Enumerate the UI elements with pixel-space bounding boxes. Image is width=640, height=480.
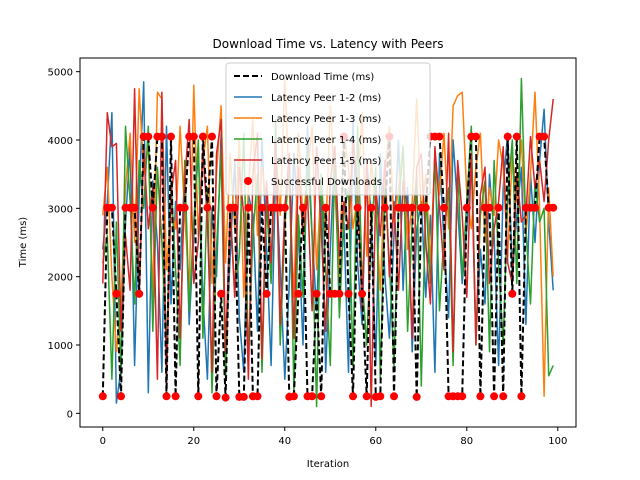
- y-tick-label: 3000: [48, 204, 73, 215]
- successful-download-point: [144, 132, 153, 141]
- successful-download-point: [167, 132, 175, 141]
- successful-download-point: [376, 392, 385, 401]
- successful-download-point: [517, 392, 526, 401]
- successful-download-point: [180, 203, 189, 212]
- successful-download-point: [471, 132, 480, 141]
- successful-download-point: [512, 132, 521, 141]
- successful-download-point: [485, 203, 494, 212]
- y-tick-label: 1000: [48, 341, 73, 352]
- successful-download-point: [280, 203, 289, 212]
- successful-download-point: [367, 203, 376, 212]
- successful-download-point: [244, 203, 253, 212]
- successful-download-point: [321, 203, 330, 212]
- successful-download-point: [107, 203, 116, 212]
- legend-successful-downloads: Successful Downloads: [271, 177, 382, 188]
- successful-download-point: [390, 392, 398, 401]
- successful-download-point: [362, 392, 371, 401]
- successful-download-point: [230, 203, 239, 212]
- successful-download-point: [221, 393, 230, 402]
- successful-download-point: [117, 392, 125, 401]
- successful-download-point: [380, 203, 389, 212]
- successful-download-point: [435, 132, 444, 141]
- y-tick-label: 5000: [48, 68, 73, 79]
- successful-download-point: [148, 203, 157, 212]
- successful-download-point: [112, 289, 121, 298]
- successful-download-point: [349, 392, 357, 401]
- successful-download-point: [490, 392, 499, 401]
- successful-download-point: [130, 203, 139, 212]
- legend-marker: [244, 177, 252, 185]
- successful-download-point: [157, 132, 166, 141]
- download-time-line: [101, 135, 554, 399]
- legend-latency-peer-1-4: Latency Peer 1-4 (ms): [271, 135, 381, 146]
- successful-download-point: [299, 203, 307, 212]
- successful-download-point: [189, 132, 198, 141]
- x-tick-label: 0: [100, 436, 106, 447]
- successful-download-point: [344, 289, 353, 298]
- y-tick-label: 0: [67, 409, 73, 420]
- successful-download-point: [412, 392, 421, 401]
- successful-download-point: [208, 132, 216, 141]
- y-tick-label: 4000: [48, 136, 73, 147]
- successful-download-point: [476, 392, 485, 401]
- successful-download-point: [98, 392, 107, 401]
- successful-download-point: [194, 392, 203, 401]
- legend-download-time: Download Time (ms): [271, 72, 374, 83]
- successful-download-point: [212, 392, 221, 401]
- successful-download-point: [408, 203, 417, 212]
- successful-download-point: [198, 132, 207, 141]
- successful-download-point: [262, 289, 271, 298]
- successful-download-point: [540, 132, 549, 141]
- successful-download-point: [317, 392, 326, 401]
- successful-download-point: [458, 392, 467, 401]
- legend-latency-peer-1-2: Latency Peer 1-2 (ms): [271, 93, 381, 104]
- successful-download-point: [135, 289, 144, 298]
- successful-download-point: [203, 203, 212, 212]
- successful-download-point: [508, 289, 517, 298]
- x-tick-label: 100: [548, 436, 567, 447]
- y-axis-label: Time (ms): [18, 217, 29, 269]
- successful-download-point: [289, 392, 298, 401]
- successful-download-point: [253, 392, 262, 401]
- successful-download-point: [239, 392, 248, 401]
- successful-download-point: [312, 289, 321, 298]
- legend-latency-peer-1-5: Latency Peer 1-5 (ms): [271, 156, 381, 167]
- successful-download-point: [294, 289, 303, 298]
- legend-latency-peer-1-3: Latency Peer 1-3 (ms): [271, 114, 381, 125]
- x-axis-label: Iteration: [307, 459, 349, 470]
- successful-download-point: [499, 392, 508, 401]
- successful-download-point: [503, 132, 512, 141]
- successful-download-point: [258, 203, 266, 212]
- successful-download-point: [531, 203, 539, 212]
- x-tick-label: 60: [369, 436, 382, 447]
- legend-box: [225, 62, 431, 196]
- successful-download-point: [335, 289, 344, 298]
- successful-download-point: [421, 203, 430, 212]
- successful-download-point: [217, 289, 226, 298]
- chart-title: Download Time vs. Latency with Peers: [213, 37, 444, 51]
- x-tick-label: 20: [187, 436, 200, 447]
- successful-download-point: [358, 289, 367, 298]
- successful-download-point: [462, 203, 471, 212]
- successful-download-point: [171, 392, 180, 401]
- successful-download-point: [494, 203, 503, 212]
- y-tick-label: 2000: [48, 273, 73, 284]
- successful-download-point: [549, 203, 558, 212]
- successful-download-point: [308, 392, 317, 401]
- axes-frame: [79, 57, 577, 428]
- legend: Download Time (ms) Latency Peer 1-2 (ms) L…: [225, 62, 431, 196]
- successful-download-point: [353, 203, 362, 212]
- x-tick-label: 80: [460, 436, 473, 447]
- successful-download-point: [162, 392, 171, 401]
- x-tick-label: 40: [278, 436, 291, 447]
- successful-download-point: [440, 203, 448, 212]
